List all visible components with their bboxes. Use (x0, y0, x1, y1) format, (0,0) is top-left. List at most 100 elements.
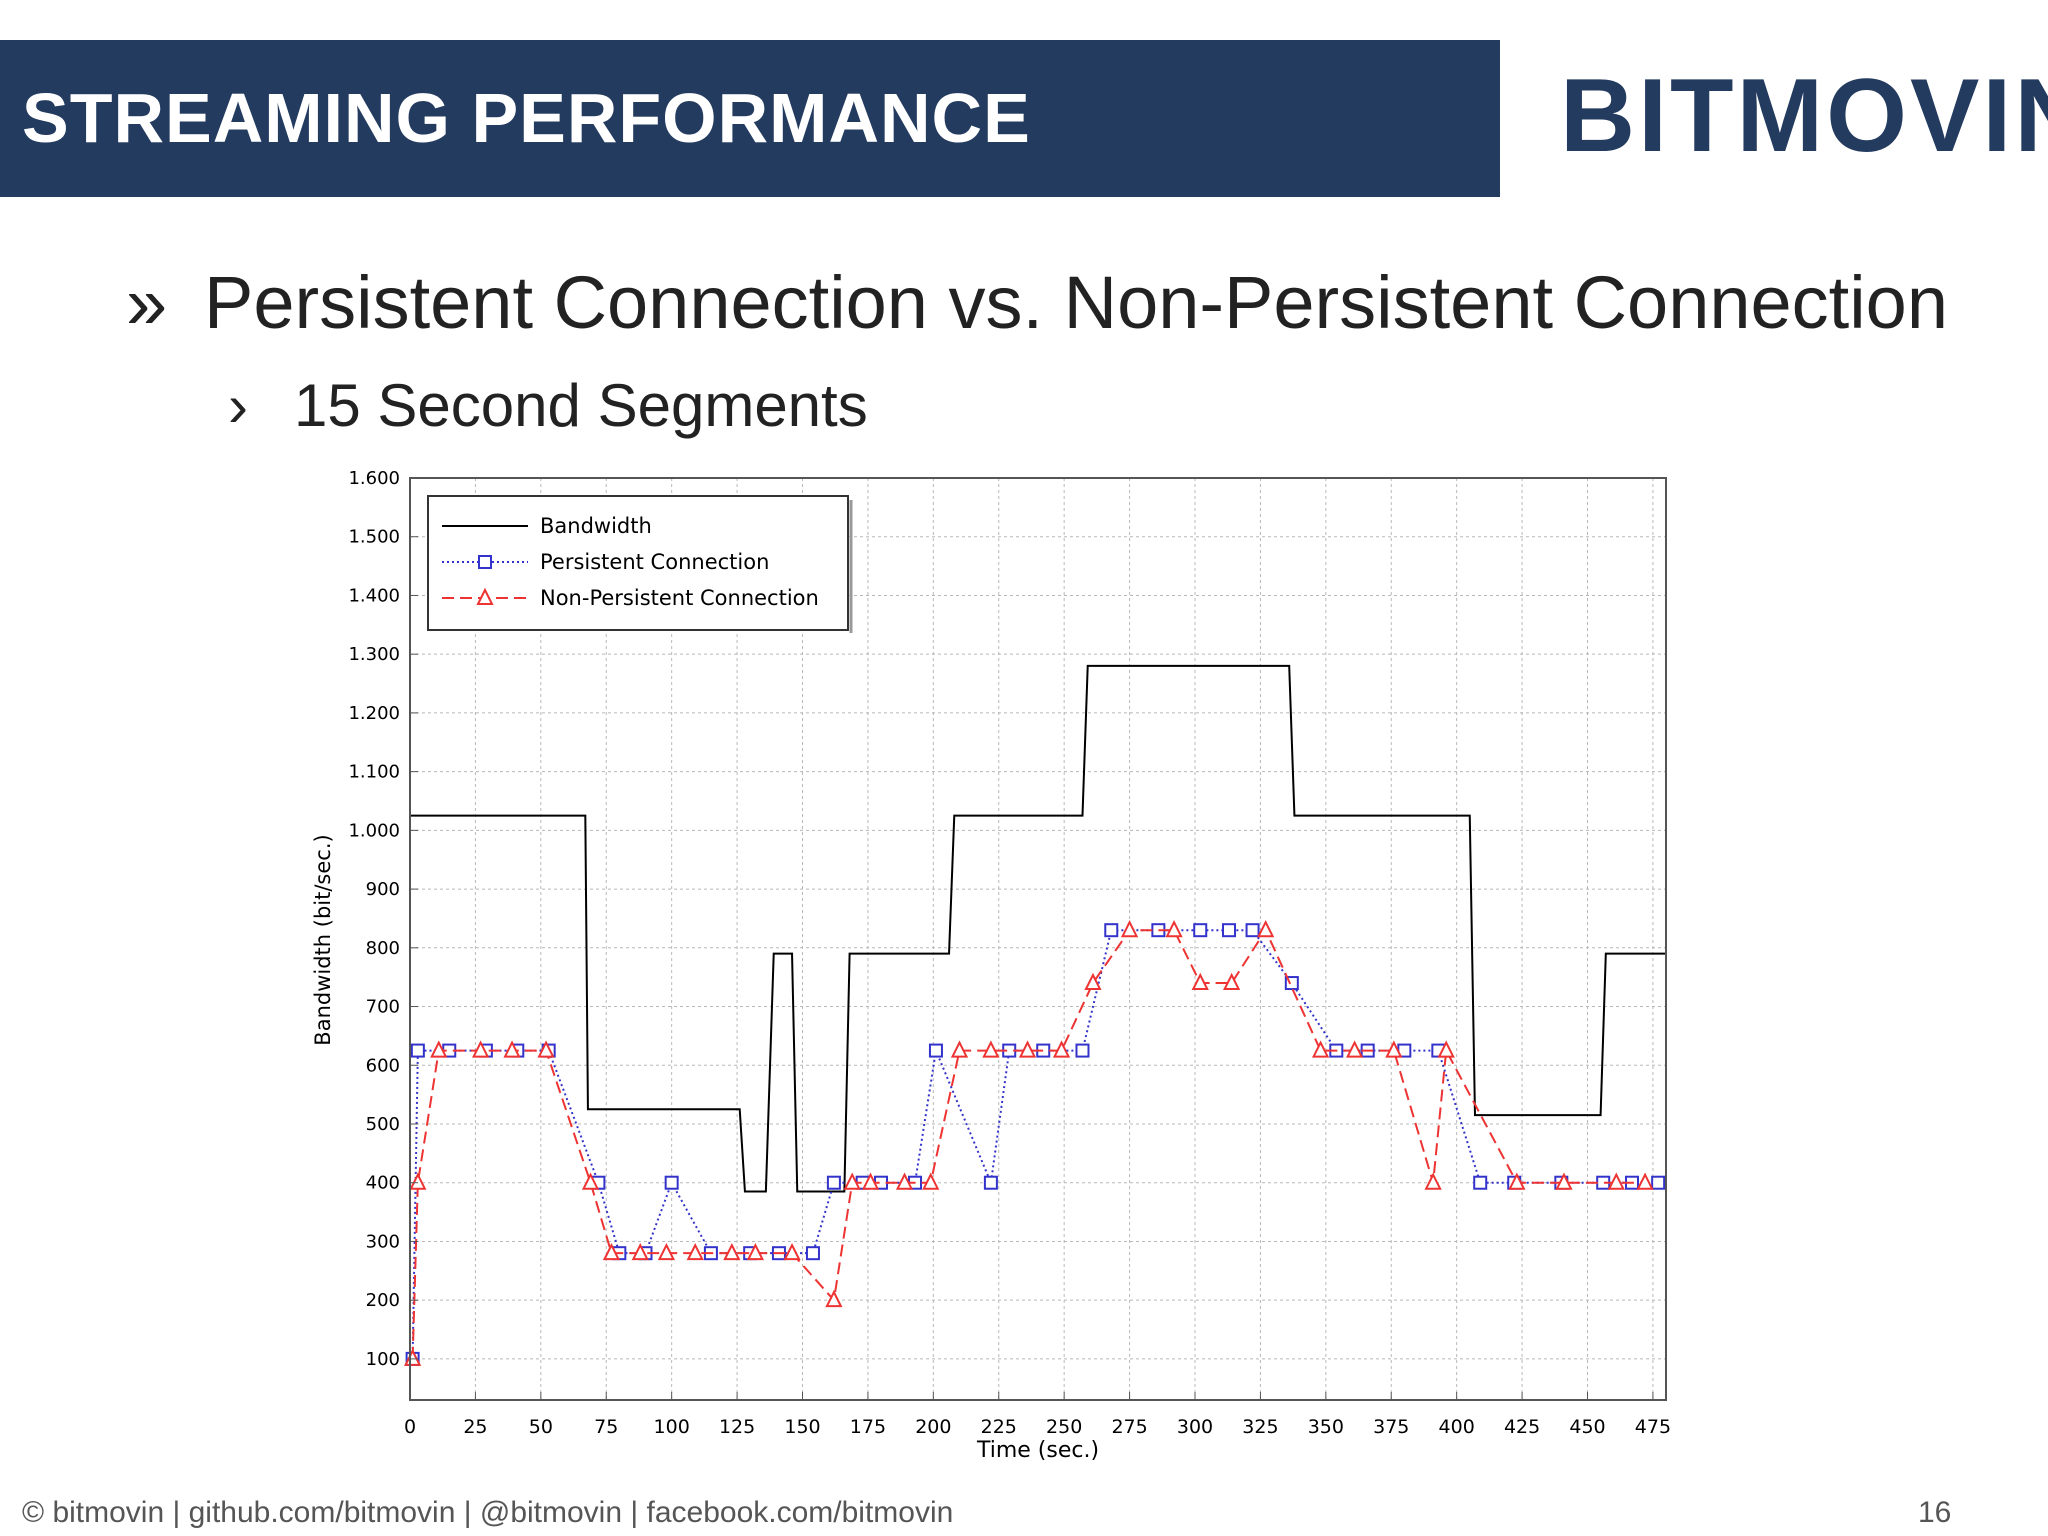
series-2 (403, 919, 1654, 1366)
data-point (657, 1242, 676, 1261)
data-point (928, 1043, 943, 1058)
data-point (861, 1172, 880, 1190)
data-point (410, 1043, 425, 1058)
data-point (1222, 923, 1237, 938)
y-tick-label: 100 (366, 1349, 400, 1370)
header-band (0, 40, 1500, 197)
y-tick-label: 600 (366, 1055, 400, 1076)
data-point (1120, 919, 1139, 938)
data-point (1345, 1040, 1364, 1058)
sub-bullet-marker: › (228, 372, 248, 439)
series-line (411, 929, 1659, 1359)
y-tick-label: 1.500 (348, 527, 400, 548)
data-point (1075, 1043, 1090, 1058)
data-point (922, 1172, 940, 1190)
y-tick-label: 700 (366, 997, 400, 1018)
data-point (409, 1172, 427, 1190)
data-point (1245, 923, 1260, 938)
y-tick-label: 900 (366, 879, 400, 900)
x-tick-label: 200 (915, 1416, 951, 1438)
data-point (1052, 1040, 1071, 1058)
data-point (783, 1242, 801, 1261)
data-point (982, 1040, 1000, 1058)
data-point (1193, 923, 1208, 938)
x-tick-label: 175 (850, 1416, 886, 1438)
y-tick-label: 200 (366, 1290, 400, 1311)
data-point (1424, 1172, 1442, 1190)
data-point (983, 1175, 998, 1190)
data-point (950, 1040, 969, 1058)
data-point (1191, 972, 1209, 991)
x-tick-label: 25 (463, 1416, 487, 1438)
data-point (1018, 1040, 1037, 1058)
y-axis-label: Bandwidth (bit/sec.) (311, 834, 335, 1045)
data-point (1104, 923, 1119, 938)
data-point (723, 1242, 741, 1261)
series-0 (410, 664, 1666, 1193)
series-1 (405, 923, 1666, 1366)
data-point (805, 1246, 820, 1261)
footer-links: © bitmovin | github.com/bitmovin | @bitm… (22, 1496, 954, 1529)
data-point (1084, 972, 1102, 991)
data-point (1651, 1175, 1666, 1190)
x-tick-label: 150 (784, 1416, 820, 1438)
x-tick-label: 0 (404, 1416, 416, 1438)
y-tick-label: 1.000 (348, 820, 400, 841)
data-point (664, 1175, 679, 1190)
series-line (410, 664, 1666, 1193)
x-tick-label: 225 (981, 1416, 1017, 1438)
bullet-level-2: › 15 Second Segments (228, 366, 868, 446)
data-point (537, 1040, 555, 1058)
bandwidth-chart: 0 25 50 75 100 125 150 175 200 225 250 275 300 325 350… (311, 468, 1671, 1463)
x-tick-label: 250 (1046, 1416, 1082, 1438)
y-tick-label: 400 (366, 1173, 400, 1194)
bullet-level-1: » Persistent Connection vs. Non-Persisten… (126, 258, 1948, 348)
data-point (825, 1289, 843, 1308)
x-tick-label: 350 (1308, 1416, 1344, 1438)
data-point (472, 1040, 490, 1058)
x-tick-label: 475 (1635, 1416, 1671, 1438)
legend-entry: Bandwidth (540, 514, 652, 538)
y-tick-label: 300 (366, 1231, 400, 1252)
data-point (1508, 1172, 1526, 1190)
data-point (1555, 1172, 1573, 1190)
x-tick-label: 425 (1504, 1416, 1540, 1438)
data-point (1257, 919, 1275, 938)
data-point (843, 1172, 861, 1190)
data-point (1607, 1172, 1625, 1190)
bitmovin-logo: BITMOVIN (1560, 58, 2048, 174)
data-point (1385, 1040, 1403, 1058)
page-number: 16 (1918, 1496, 1952, 1529)
data-point (1311, 1040, 1330, 1058)
x-tick-label: 125 (719, 1416, 755, 1438)
x-tick-label: 275 (1111, 1416, 1147, 1438)
y-tick-label: 1.200 (348, 703, 400, 724)
legend-entry: Non-Persistent Connection (540, 586, 819, 610)
bullet-marker: » (126, 261, 168, 344)
y-tick-label: 1.400 (348, 585, 400, 606)
x-tick-label: 325 (1242, 1416, 1278, 1438)
x-tick-label: 300 (1177, 1416, 1213, 1438)
series-line (411, 928, 1646, 1359)
sub-bullet-text: 15 Second Segments (294, 372, 868, 439)
data-point (1223, 972, 1241, 991)
data-point (581, 1172, 600, 1190)
legend-marker (476, 587, 494, 605)
bullet-text: Persistent Connection vs. Non-Persistent… (204, 261, 1948, 344)
y-tick-label: 1.600 (348, 468, 400, 489)
data-point (602, 1242, 621, 1261)
y-tick-label: 800 (366, 938, 400, 959)
data-point (1437, 1040, 1455, 1058)
y-tick-label: 1.300 (348, 644, 400, 665)
data-point (686, 1242, 704, 1261)
x-tick-label: 100 (654, 1416, 690, 1438)
data-point (1165, 919, 1183, 938)
x-tick-label: 375 (1373, 1416, 1409, 1438)
x-tick-label: 75 (594, 1416, 618, 1438)
y-tick-label: 500 (366, 1114, 400, 1135)
plot-frame (409, 477, 1667, 1401)
x-tick-label: 450 (1569, 1416, 1605, 1438)
data-point (826, 1175, 841, 1190)
x-tick-label: 400 (1439, 1416, 1475, 1438)
data-point (746, 1242, 765, 1261)
